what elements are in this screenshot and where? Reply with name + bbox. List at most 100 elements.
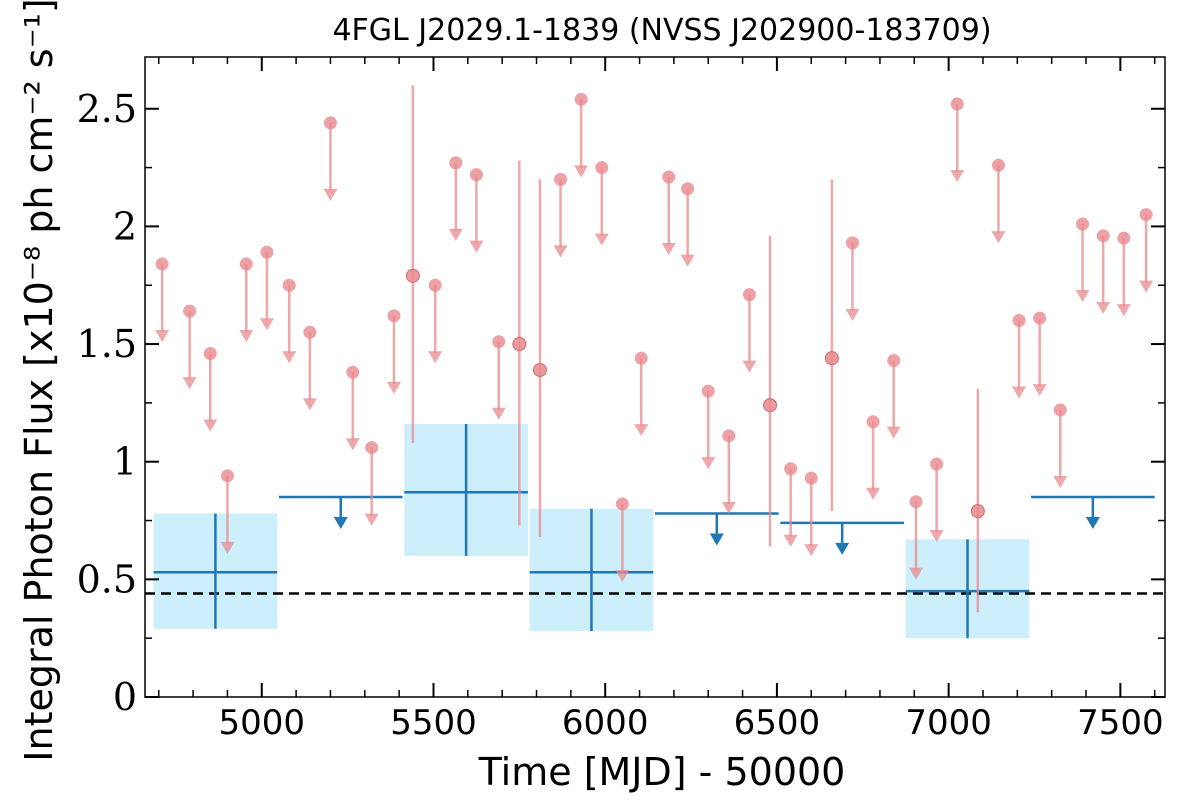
long-bin-upper-limit-arrow <box>333 517 348 529</box>
short-bin-upper-limit-arrow <box>428 351 443 364</box>
short-bin-upper-limit-point <box>323 116 337 130</box>
x-tick-label: 5500 <box>390 703 477 743</box>
short-bin-upper-limit-point <box>1076 217 1090 231</box>
short-bin-upper-limit-point <box>203 346 217 360</box>
short-bin-detection-point <box>512 337 527 352</box>
short-bin-upper-limit-arrow <box>950 170 965 183</box>
short-bin-upper-limit-arrow <box>680 254 695 267</box>
short-bin-upper-limit-point <box>804 471 818 485</box>
short-bin-upper-limit-point <box>662 170 676 184</box>
short-bin-upper-limit-point <box>387 309 401 323</box>
short-bin-upper-limit-arrow <box>866 487 881 500</box>
short-bin-upper-limit-point <box>1012 314 1026 328</box>
short-bin-upper-limit-point <box>615 497 629 511</box>
short-bin-upper-limit-point <box>469 168 483 182</box>
short-bin-upper-limit-point <box>574 92 588 106</box>
x-tick-label: 7500 <box>1077 703 1164 743</box>
short-bin-upper-limit-arrow <box>634 424 649 437</box>
short-bin-detection-point <box>763 398 778 413</box>
short-bin-upper-limit-point <box>742 288 756 302</box>
long-bin-upper-limit-arrow <box>709 533 724 546</box>
short-bin-upper-limit-arrow <box>1053 475 1068 488</box>
short-bin-upper-limit-point <box>681 182 695 196</box>
plot-frame <box>144 56 1166 698</box>
short-bin-upper-limit-point <box>554 172 568 186</box>
short-bin-upper-limit-arrow <box>615 570 630 583</box>
short-bin-upper-limit-arrow <box>742 360 757 373</box>
short-bin-detection-point <box>532 362 547 377</box>
long-bin-upper-limit-arrow <box>835 542 850 555</box>
short-bin-upper-limit-point <box>887 354 901 368</box>
short-bin-upper-limit-point <box>1096 229 1110 243</box>
short-bin-upper-limit-arrow <box>661 243 676 255</box>
y-axis-label: Integral Photon Flux [x10⁻⁸ ph cm⁻² s⁻¹] <box>17 0 61 762</box>
short-bin-upper-limit-arrow <box>721 501 736 514</box>
short-bin-upper-limit-point <box>722 429 736 443</box>
short-bin-upper-limit-arrow <box>155 330 170 343</box>
short-bin-upper-limit-point <box>909 495 923 509</box>
short-bin-upper-limit-arrow <box>991 231 1006 244</box>
x-axis-label: Time [MJD] - 50000 <box>478 750 846 794</box>
short-bin-upper-limit-point <box>303 325 317 339</box>
x-tick-label: 5000 <box>219 703 306 743</box>
short-bin-upper-limit-point <box>866 415 880 429</box>
short-bin-upper-limit-arrow <box>1116 304 1131 317</box>
y-tick-label: 2 <box>113 204 137 248</box>
short-bin-upper-limit-point <box>1139 208 1153 222</box>
short-bin-upper-limit-point <box>346 365 360 379</box>
short-bin-upper-limit-point <box>260 245 274 259</box>
short-bin-detection-point <box>970 504 985 519</box>
short-bin-upper-limit-arrow <box>886 426 901 439</box>
axes: 5000 5500 6000 6500 7000 7500 0 0.5 1 1.5 2 2.5 <box>77 56 1166 743</box>
y-tick-label: 1 <box>113 440 137 484</box>
short-bin-upper-limit-point <box>1117 231 1131 245</box>
short-bin-upper-limit-arrow <box>1075 290 1090 303</box>
short-bin-upper-limit-arrow <box>239 330 254 343</box>
short-bin-upper-limit-arrow <box>448 228 463 241</box>
short-bin-upper-limit-arrow <box>909 567 924 580</box>
short-bin-upper-limit-point <box>155 257 169 271</box>
long-bin-upper-limit-arrow <box>1085 517 1100 529</box>
short-bin-upper-limit-point <box>950 97 964 111</box>
short-bin-upper-limit-arrow <box>282 351 297 364</box>
y-tick-label: 0.5 <box>77 557 137 601</box>
short-bin-upper-limit-point <box>449 156 463 170</box>
short-bin-upper-limit-arrow <box>1032 384 1047 397</box>
short-bin-upper-limit-point <box>784 462 798 476</box>
short-bin-upper-limit-point <box>930 457 944 471</box>
short-bin-upper-limit-arrow <box>302 398 317 411</box>
short-bin-upper-limit-arrow <box>804 544 819 557</box>
short-bin-upper-limit-point <box>701 384 715 398</box>
short-bin-upper-limit-arrow <box>469 240 484 253</box>
short-bin-upper-limit-point <box>183 304 197 318</box>
short-bin-upper-limit-point <box>595 161 609 175</box>
short-bin-upper-limit-point <box>220 469 234 483</box>
x-tick-label: 6500 <box>734 703 821 743</box>
short-bin-upper-limit-arrow <box>220 541 235 554</box>
short-bin-upper-limit-point <box>634 351 648 365</box>
short-bin-upper-limit-arrow <box>259 318 274 331</box>
short-bin-upper-limit-arrow <box>345 438 360 451</box>
y-tick-label: 2.5 <box>77 87 137 131</box>
short-bin-upper-limit-arrow <box>594 233 609 246</box>
short-bin-upper-limit-arrow <box>574 165 589 178</box>
short-bin-upper-limit-arrow <box>386 381 401 394</box>
short-bin-upper-limit-arrow <box>1096 301 1111 314</box>
x-tick-label: 6000 <box>562 703 649 743</box>
short-bin-upper-limit-point <box>239 257 253 271</box>
short-bin-upper-limit-point <box>1033 311 1047 325</box>
short-bin-upper-limit-arrow <box>203 419 218 432</box>
chart-title: 4FGL J2029.1-1839 (NVSS J202900-183709) <box>332 13 991 48</box>
short-bin-upper-limit-arrow <box>553 245 568 258</box>
short-bin-upper-limit-point <box>428 278 442 292</box>
short-bin-upper-limit-arrow <box>783 534 798 547</box>
x-tick-label: 7000 <box>905 703 992 743</box>
y-tick-label: 1.5 <box>77 322 137 366</box>
short-bin-upper-limit-point <box>365 441 379 455</box>
short-bin-upper-limit-arrow <box>182 377 197 390</box>
plot-area <box>145 85 1165 639</box>
y-tick-label: 0 <box>113 675 137 719</box>
short-bin-upper-limit-arrow <box>364 513 379 526</box>
short-bin-upper-limit-arrow <box>491 407 506 420</box>
